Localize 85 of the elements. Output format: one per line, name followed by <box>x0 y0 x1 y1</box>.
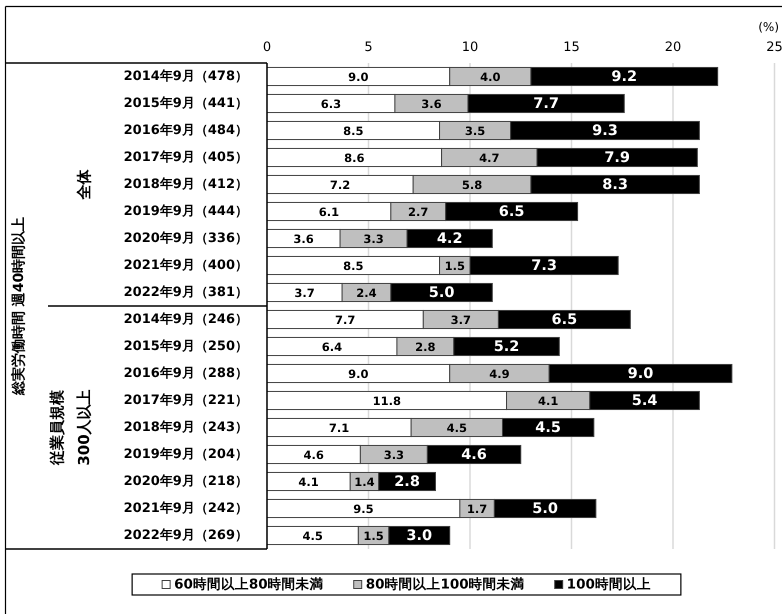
data-label: 3.7 <box>450 313 472 327</box>
data-label: 4.6 <box>461 447 487 463</box>
data-label: 3.3 <box>384 448 404 462</box>
y-tick-label: 2021年9月（242） <box>124 501 248 516</box>
data-label: 7.7 <box>334 313 356 327</box>
text: 全体 <box>75 168 93 200</box>
data-label: 11.8 <box>372 394 401 408</box>
data-label: 5.4 <box>632 393 658 409</box>
data-label: 3.5 <box>464 124 486 138</box>
data-label: 7.2 <box>330 178 350 192</box>
x-tick-label: 10 <box>462 40 478 55</box>
y-tick-label: 2018年9月（412） <box>124 177 248 192</box>
data-label: 7.9 <box>604 150 630 166</box>
data-label: 5.2 <box>494 339 520 355</box>
legend-label: 60時間以上80時間未満 <box>174 576 324 592</box>
x-tick-label: 5 <box>364 40 373 55</box>
data-label: 3.6 <box>421 97 442 111</box>
data-label: 4.2 <box>436 231 463 247</box>
data-label: 9.0 <box>348 70 369 84</box>
data-label: 4.5 <box>302 529 323 543</box>
x-axis-title: (%) <box>758 20 779 34</box>
text: 従業員規模 300人以上 <box>48 389 93 466</box>
y-tick-label: 2014年9月（478） <box>124 69 248 84</box>
data-label: 6.5 <box>552 312 578 328</box>
data-label: 1.4 <box>354 475 375 489</box>
data-label: 4.7 <box>479 151 500 165</box>
y-tick-label: 2021年9月（400） <box>124 258 248 273</box>
data-label: 9.0 <box>628 366 654 382</box>
data-label: 1.7 <box>466 502 488 516</box>
y-tick-label: 2019年9月（444） <box>124 204 248 219</box>
y-tick-label: 2018年9月（243） <box>124 420 248 435</box>
data-label: 3.3 <box>363 232 384 246</box>
data-label: 2.7 <box>408 205 428 219</box>
data-label: 4.9 <box>489 367 510 381</box>
data-label: 2.8 <box>394 474 420 490</box>
data-label: 6.4 <box>322 340 342 354</box>
data-label: 1.5 <box>363 529 384 543</box>
x-tick-label: 0 <box>262 40 272 55</box>
y-tick-label: 2019年9月（204） <box>124 447 248 462</box>
data-label: 6.1 <box>318 205 340 219</box>
y-tick-label: 2016年9月（484） <box>124 123 248 138</box>
data-label: 8.5 <box>343 259 364 273</box>
data-label: 7.3 <box>531 258 557 274</box>
data-label: 3.0 <box>406 528 432 544</box>
data-label: 4.5 <box>446 421 467 435</box>
data-label: 8.5 <box>343 124 364 138</box>
data-label: 8.3 <box>602 177 628 193</box>
y-tick-label: 2014年9月（246） <box>124 312 248 327</box>
legend-label: 80時間以上100時間未満 <box>366 576 525 592</box>
text: 総実労働時間 週40時間以上 <box>10 216 27 396</box>
data-label: 8.6 <box>344 151 364 165</box>
legend-label: 100時間以上 <box>566 576 651 592</box>
data-label: 5.8 <box>462 178 482 192</box>
y-tick-label: 2016年9月（288） <box>124 366 248 381</box>
data-label: 4.1 <box>298 475 319 489</box>
x-tick-label: 20 <box>664 40 682 55</box>
y-tick-label: 2017年9月（221） <box>124 393 248 408</box>
y-tick-label: 2020年9月（218） <box>124 474 248 489</box>
y-tick-label: 2020年9月（336） <box>124 231 248 246</box>
data-label: 4.1 <box>538 394 558 408</box>
data-label: 6.5 <box>498 204 524 220</box>
x-tick-label: 25 <box>766 40 782 55</box>
y-tick-label: 2015年9月（250） <box>124 339 248 354</box>
data-label: 3.6 <box>293 232 314 246</box>
y-tick-label: 2015年9月（441） <box>124 96 248 111</box>
data-label: 7.7 <box>533 96 559 112</box>
data-label: 6.3 <box>320 97 342 111</box>
data-label: 4.5 <box>535 420 561 436</box>
y-tick-label: 2017年9月（405） <box>124 150 248 165</box>
y-tick-label: 2022年9月（269） <box>124 528 248 543</box>
data-label: 9.2 <box>611 69 638 85</box>
data-label: 9.3 <box>592 123 618 139</box>
data-label: 4.6 <box>304 448 324 462</box>
data-label: 7.1 <box>328 421 350 435</box>
x-tick-label: 15 <box>563 40 580 55</box>
data-label: 2.4 <box>356 286 377 300</box>
data-label: 9.0 <box>348 367 369 381</box>
data-label: 5.0 <box>532 501 558 517</box>
data-label: 2.8 <box>415 340 436 354</box>
data-label: 9.5 <box>353 502 374 516</box>
y-tick-label: 2022年9月（381） <box>124 285 248 300</box>
data-label: 1.5 <box>444 259 465 273</box>
data-label: 4.0 <box>480 70 500 84</box>
data-label: 5.0 <box>428 285 454 301</box>
data-label: 3.7 <box>294 286 315 300</box>
